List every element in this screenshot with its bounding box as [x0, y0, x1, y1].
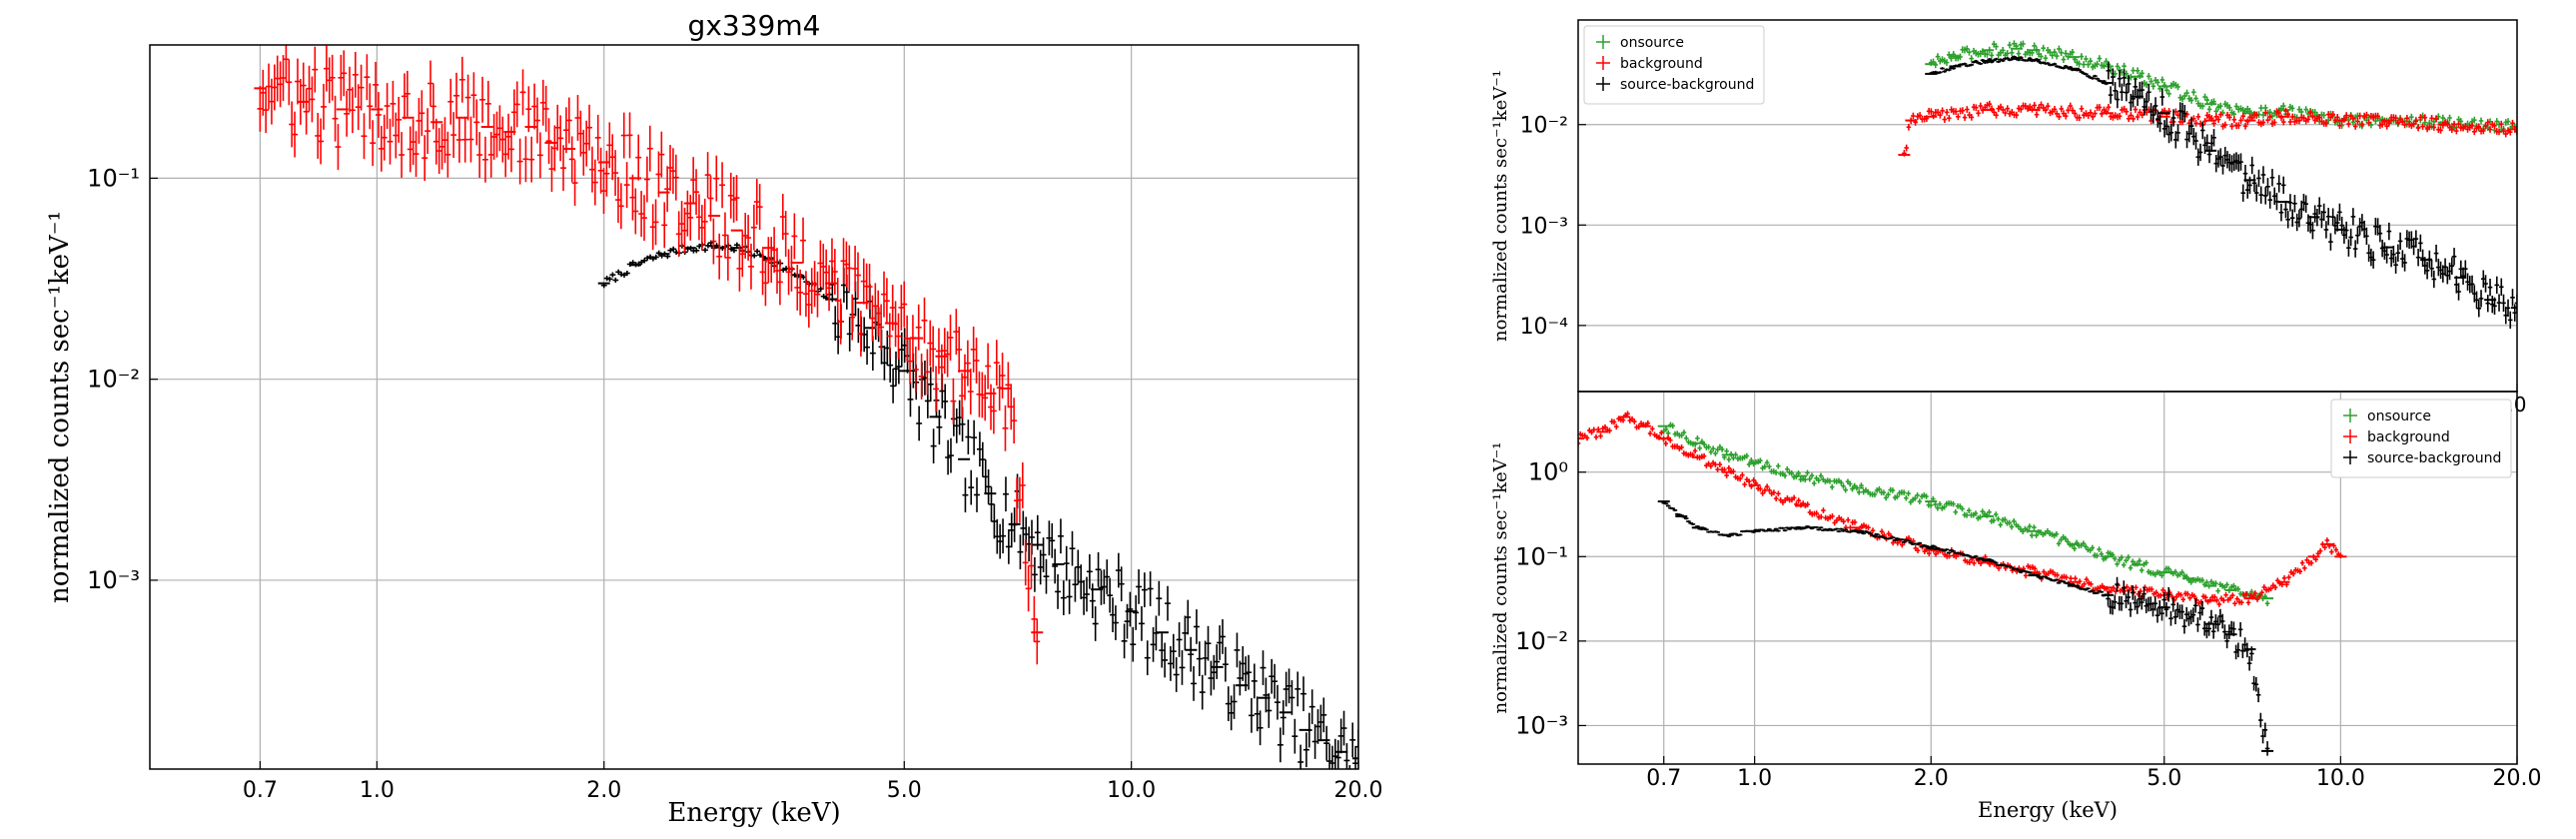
series-s2 [254, 45, 1044, 665]
legend-label: background [2367, 429, 2450, 445]
y-tick-label: 10⁻⁴ [1520, 315, 1569, 340]
axes-frame [149, 44, 1359, 770]
series-s1 [597, 240, 1358, 769]
series-onsource [1925, 40, 2517, 136]
plot-area [1898, 40, 2517, 330]
y-axis-label: normalized counts sec⁻¹keV⁻¹ [45, 211, 75, 603]
legend-label: onsource [1620, 35, 1684, 51]
y-tick-label: 10⁻² [87, 366, 140, 394]
x-tick-label: 1.0 [360, 778, 395, 803]
y-tick-label: 10⁻³ [87, 566, 140, 594]
x-tick-label: 1.0 [1737, 766, 1772, 791]
y-tick-label: 10⁻³ [1520, 214, 1568, 239]
legend-box [1583, 25, 1765, 105]
y-axis-label: normalized counts sec⁻¹keV⁻¹ [1490, 70, 1511, 342]
grid [150, 45, 1359, 769]
legend: onsource background source-background [1583, 25, 1765, 105]
x-tick-label: 10.0 [2316, 766, 2365, 791]
legend-label: background [1620, 56, 1703, 72]
axes-frame [1577, 391, 2518, 765]
series-source-background [1925, 55, 2517, 330]
series-source-background [1657, 500, 2274, 756]
y-tick-label: 10⁻¹ [87, 164, 140, 192]
x-axis-label: Energy (keV) [667, 798, 840, 828]
series-background [1898, 100, 2517, 157]
y-tick-label: 10⁻³ [1515, 711, 1568, 739]
y-tick-label: 10⁻¹ [1515, 542, 1568, 570]
x-tick-label: 20.0 [2493, 766, 2542, 791]
x-tick-label: 0.7 [1646, 766, 1681, 791]
x-tick-label: 10.0 [1107, 778, 1156, 803]
y-axis-label: normalized counts sec⁻¹keV⁻¹ [1490, 442, 1511, 714]
x-tick-label: 5.0 [887, 778, 922, 803]
legend-label: source-background [1620, 77, 1754, 93]
legend: onsource background source-background [2330, 399, 2512, 478]
legend-label: onsource [2367, 409, 2431, 424]
legend-label: source-background [2367, 450, 2501, 466]
x-tick-label: 2.0 [1914, 766, 1949, 791]
chart-1: 0.7 1.0 2.0 5.0 10.0 20.0 10⁻³ 10⁻² 10⁻¹ gx339m4 E… [45, 9, 1382, 828]
x-tick-label: 5.0 [2147, 766, 2181, 791]
plot-area [1578, 411, 2347, 756]
legend-box [2330, 399, 2512, 478]
x-tick-label: 20.0 [1334, 778, 1383, 803]
series-onsource [1657, 421, 2274, 607]
x-tick-label: 2.0 [586, 778, 621, 803]
x-axis-label: Energy (keV) [1978, 798, 2118, 822]
series-background [1578, 411, 2347, 607]
chart-3: 0.7 1.0 2.0 5.0 10.0 20.0 10⁻³ 10⁻² 10⁻¹ 10⁰ Energ… [1490, 391, 2542, 822]
plot-area [254, 45, 1358, 769]
y-tick-label: 10⁻² [1515, 627, 1568, 655]
chart-title: gx339m4 [688, 9, 821, 42]
y-tick-label: 10⁻² [1520, 114, 1568, 139]
y-tick-label: 10⁰ [1528, 458, 1568, 486]
x-tick-label: 0.7 [243, 778, 278, 803]
